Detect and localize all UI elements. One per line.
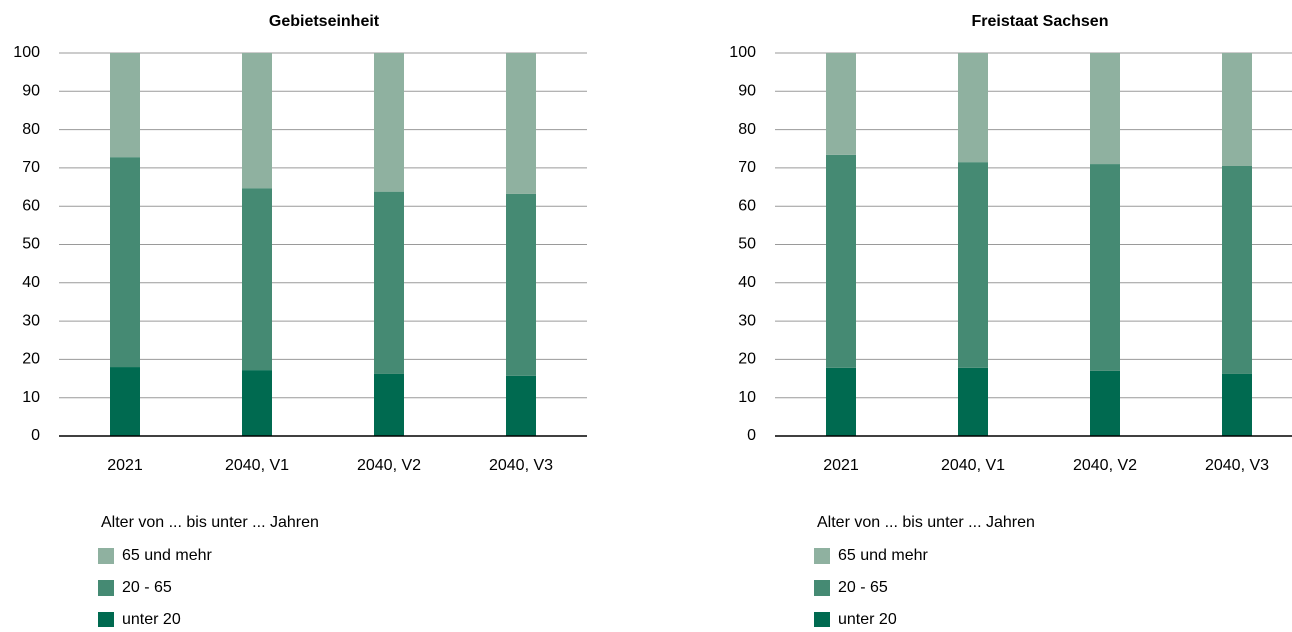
bar-segment	[826, 154, 856, 368]
x-tick-label: 2021	[823, 457, 859, 474]
y-tick-label: 20	[22, 351, 40, 368]
x-tick-label: 2021	[107, 457, 143, 474]
x-tick-label: 2040, V2	[1073, 457, 1137, 474]
y-tick-label: 30	[738, 312, 756, 329]
legend-swatch	[98, 580, 114, 596]
bar-segment	[110, 367, 140, 436]
y-tick-label: 60	[738, 197, 756, 214]
legend-swatch	[98, 612, 114, 628]
y-tick-label: 40	[22, 274, 40, 291]
bar-segment	[1222, 373, 1252, 436]
bar-segment	[110, 53, 140, 158]
y-tick-label: 40	[738, 274, 756, 291]
bar-segment	[242, 53, 272, 189]
x-tick-label: 2040, V2	[357, 457, 421, 474]
legend-swatch	[98, 548, 114, 564]
bar-segment	[242, 370, 272, 436]
y-tick-label: 0	[747, 427, 756, 444]
legend-swatch	[814, 612, 830, 628]
chart-title: Freistaat Sachsen	[972, 13, 1109, 30]
x-tick-label: 2040, V3	[1205, 457, 1269, 474]
y-tick-label: 100	[729, 44, 756, 61]
legend-title: Alter von ... bis unter ... Jahren	[101, 514, 319, 531]
x-tick-label: 2040, V1	[941, 457, 1005, 474]
bar-segment	[958, 367, 988, 436]
bar-segment	[242, 188, 272, 371]
y-tick-label: 50	[738, 236, 756, 253]
y-tick-label: 0	[31, 427, 40, 444]
legend-label: 65 und mehr	[122, 547, 213, 564]
legend-label: 20 - 65	[838, 579, 888, 596]
y-tick-label: 80	[738, 121, 756, 138]
y-tick-label: 10	[738, 389, 756, 406]
y-tick-label: 60	[22, 197, 40, 214]
bar-segment	[506, 193, 536, 376]
y-tick-label: 90	[22, 83, 40, 100]
legend-title: Alter von ... bis unter ... Jahren	[817, 514, 1035, 531]
bar-segment	[1090, 164, 1120, 371]
bar-segment	[1222, 53, 1252, 166]
bar-segment	[506, 53, 536, 194]
bar-segment	[374, 53, 404, 192]
y-tick-label: 70	[738, 159, 756, 176]
y-tick-label: 100	[13, 44, 40, 61]
x-tick-label: 2040, V1	[225, 457, 289, 474]
y-tick-label: 90	[738, 83, 756, 100]
x-tick-label: 2040, V3	[489, 457, 553, 474]
legend-label: unter 20	[122, 611, 181, 627]
legend-label: 65 und mehr	[838, 547, 929, 564]
bar-segment	[374, 191, 404, 374]
chart-title: Gebietseinheit	[269, 13, 380, 30]
y-tick-label: 20	[738, 351, 756, 368]
legend-swatch	[814, 580, 830, 596]
bar-segment	[374, 373, 404, 436]
bar-segment	[958, 162, 988, 368]
y-tick-label: 70	[22, 159, 40, 176]
legend-swatch	[814, 548, 830, 564]
y-tick-label: 10	[22, 389, 40, 406]
legend-label: unter 20	[838, 611, 897, 627]
y-tick-label: 50	[22, 236, 40, 253]
bar-segment	[1090, 370, 1120, 436]
bar-segment	[110, 157, 140, 368]
y-tick-label: 80	[22, 121, 40, 138]
y-tick-label: 30	[22, 312, 40, 329]
bar-segment	[958, 53, 988, 163]
bar-segment	[826, 367, 856, 436]
bar-segment	[506, 375, 536, 436]
legend-label: 20 - 65	[122, 579, 172, 596]
bar-segment	[1090, 53, 1120, 165]
bar-segment	[826, 53, 856, 155]
bar-segment	[1222, 165, 1252, 374]
